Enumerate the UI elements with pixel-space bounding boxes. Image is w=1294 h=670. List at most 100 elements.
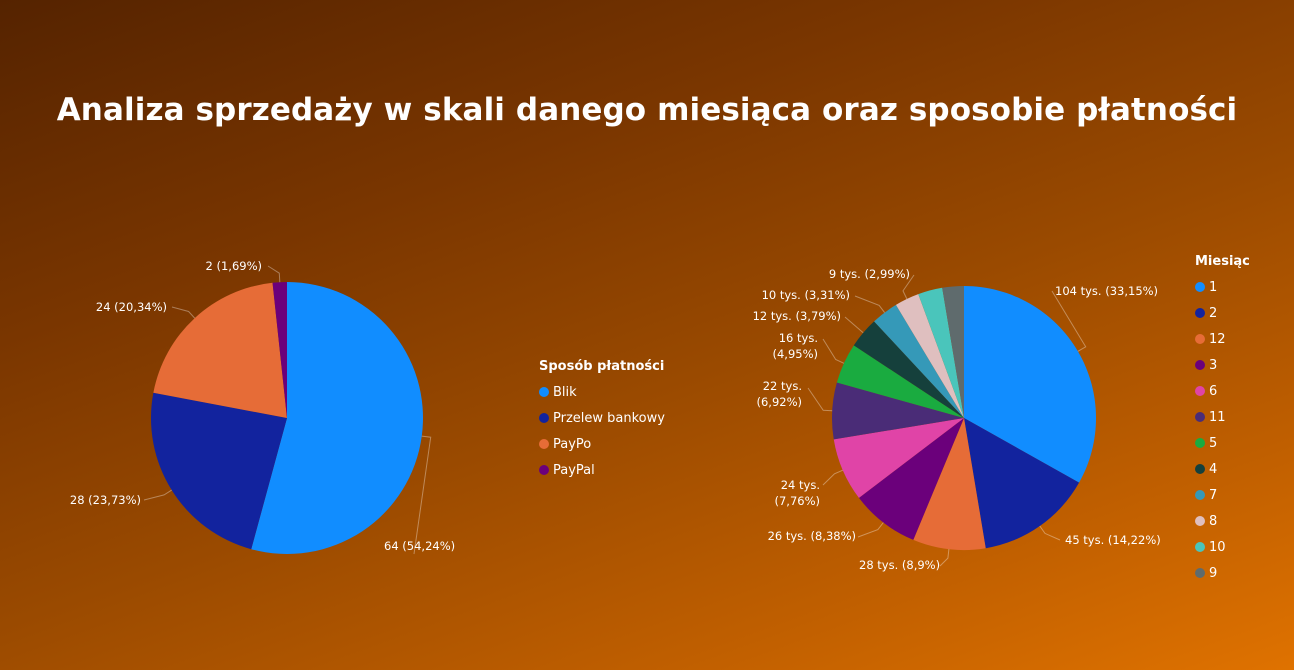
legend-label: 6 <box>1209 383 1218 399</box>
legend-item[interactable]: Przelew bankowy <box>539 405 665 431</box>
legend-swatch <box>1195 464 1205 474</box>
legend-label: 1 <box>1209 279 1218 295</box>
data-label: (7,76%) <box>774 494 820 508</box>
pie-slice-paypo[interactable] <box>153 282 287 418</box>
legend-item[interactable]: 9 <box>1195 560 1250 586</box>
leader-line <box>822 469 843 486</box>
legend-item[interactable]: 11 <box>1195 404 1250 430</box>
legend-swatch <box>1195 542 1205 552</box>
leader-line <box>1051 290 1087 352</box>
pie-slice-6[interactable] <box>833 418 964 498</box>
legend-swatch <box>539 413 549 423</box>
legend-swatch <box>539 439 549 449</box>
legend-swatch <box>539 387 549 397</box>
legend-item[interactable]: 8 <box>1195 508 1250 534</box>
legend-swatch <box>1195 386 1205 396</box>
data-label: 2 (1,69%) <box>206 259 262 273</box>
data-label: 26 tys. (8,38%) <box>768 529 856 543</box>
legend-item[interactable]: 7 <box>1195 482 1250 508</box>
pie-slice-5[interactable] <box>836 345 964 418</box>
pie-slice-1[interactable] <box>964 286 1097 483</box>
legend-item[interactable]: Blik <box>539 379 665 405</box>
legend-item[interactable]: 3 <box>1195 352 1250 378</box>
legend-title: Sposób płatności <box>539 359 665 374</box>
leader-line <box>807 387 833 412</box>
pie-slice-8[interactable] <box>895 294 964 418</box>
legend-item[interactable]: 4 <box>1195 456 1250 482</box>
legend-label: 10 <box>1209 539 1226 555</box>
legend-item[interactable]: 6 <box>1195 378 1250 404</box>
pie-slice-3[interactable] <box>858 418 964 540</box>
legend-item[interactable]: PayPo <box>539 431 665 457</box>
legend-item[interactable]: 1 <box>1195 274 1250 300</box>
legend-label: 4 <box>1209 461 1218 477</box>
data-label: 24 (20,34%) <box>96 300 167 314</box>
legend-swatch <box>1195 516 1205 526</box>
legend-label: 9 <box>1209 565 1218 581</box>
data-label: 104 tys. (33,15%) <box>1055 284 1158 298</box>
legend-label: 2 <box>1209 305 1218 321</box>
legend-label: 3 <box>1209 357 1218 373</box>
pie-slice-10[interactable] <box>918 287 964 418</box>
data-label: 24 tys. <box>781 478 820 492</box>
leader-line <box>939 549 950 567</box>
legend-label: 5 <box>1209 435 1218 451</box>
data-label: 28 (23,73%) <box>70 493 141 507</box>
data-label: 9 tys. (2,99%) <box>829 267 910 281</box>
leader-line <box>854 295 885 313</box>
pie-slice-12[interactable] <box>913 418 986 550</box>
legend-label: PayPal <box>553 462 595 478</box>
pie-slice-przelew-bankowy[interactable] <box>150 392 287 550</box>
data-label: 45 tys. (14,22%) <box>1065 533 1161 547</box>
data-label: 16 tys. <box>779 331 818 345</box>
legend-swatch <box>539 465 549 475</box>
data-label: 64 (54,24%) <box>384 539 455 553</box>
legend-item[interactable]: 2 <box>1195 300 1250 326</box>
leader-line <box>413 435 432 555</box>
pie-slice-blik[interactable] <box>251 282 423 554</box>
data-label: (6,92%) <box>756 395 802 409</box>
legend-swatch <box>1195 412 1205 422</box>
legend-swatch <box>1195 438 1205 448</box>
legend-swatch <box>1195 282 1205 292</box>
legend-item[interactable]: 5 <box>1195 430 1250 456</box>
legend-month: Miesiąc 1 2 12 3 6 11 5 4 7 8 10 9 <box>1195 254 1250 586</box>
pie-chart-month: 104 tys. (33,15%) 45 tys. (14,22%) 28 tys.… <box>753 267 1161 572</box>
legend-item[interactable]: 12 <box>1195 326 1250 352</box>
legend-swatch <box>1195 360 1205 370</box>
legend-swatch <box>1195 334 1205 344</box>
page-title: Analiza sprzedaży w skali danego miesiąc… <box>56 92 1238 128</box>
legend-item[interactable]: PayPal <box>539 457 665 483</box>
pie-slice-4[interactable] <box>853 321 964 418</box>
pie-slice-11[interactable] <box>831 382 964 440</box>
pie-chart-payment-method: 64 (54,24%) 28 (23,73%) 24 (20,34%) 2 (1,69… <box>70 259 455 555</box>
leader-line <box>822 338 845 364</box>
leader-line <box>171 306 196 319</box>
legend-label: 12 <box>1209 331 1226 347</box>
legend-swatch <box>1195 568 1205 578</box>
legend-label: 7 <box>1209 487 1218 503</box>
legend-label: 8 <box>1209 513 1218 529</box>
data-label: 28 tys. (8,9%) <box>859 558 940 572</box>
leader-line <box>1039 525 1061 541</box>
legend-label: Przelew bankowy <box>553 410 665 426</box>
leader-line <box>143 489 172 501</box>
leader-line <box>857 522 884 538</box>
leader-line <box>844 316 864 334</box>
data-label: 10 tys. (3,31%) <box>762 288 850 302</box>
legend-item[interactable]: 10 <box>1195 534 1250 560</box>
leader-line <box>267 265 281 283</box>
legend-swatch <box>1195 308 1205 318</box>
legend-label: Blik <box>553 384 577 400</box>
legend-payment-method: Sposób płatności Blik Przelew bankowy PayP… <box>539 359 665 483</box>
legend-label: PayPo <box>553 436 592 452</box>
legend-swatch <box>1195 490 1205 500</box>
pie-slice-9[interactable] <box>942 286 964 418</box>
pie-slice-7[interactable] <box>874 304 964 418</box>
data-label: (4,95%) <box>772 347 818 361</box>
data-label: 12 tys. (3,79%) <box>753 309 841 323</box>
pie-slice-paypal[interactable] <box>272 282 287 418</box>
pie-slice-2[interactable] <box>964 418 1080 549</box>
data-label: 22 tys. <box>763 379 802 393</box>
